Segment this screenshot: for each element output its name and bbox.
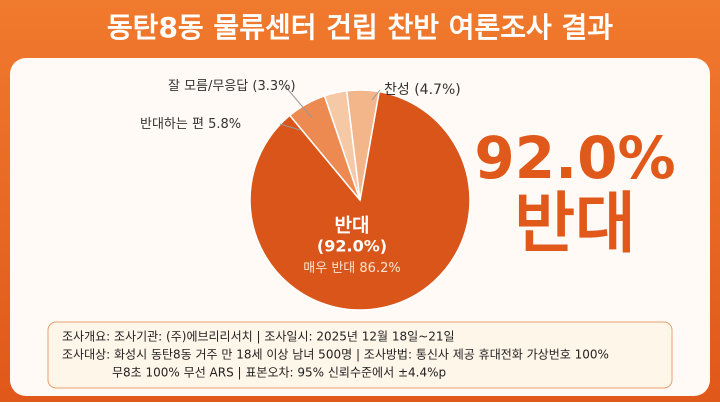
category-label: 반대하는 편 [140, 117, 204, 132]
note: 조사대상: 화성시 동탄8동 거주 만 18세 이상 남녀 500명 | 조사방… [62, 348, 609, 362]
slice-label: 매우 반대 86.2% [303, 261, 400, 276]
value-label: 5.8% [208, 117, 241, 132]
category-label: 찬성 [384, 82, 410, 98]
headline-label: 반대 [514, 185, 635, 262]
leader-line [371, 89, 381, 101]
leader-line [279, 123, 301, 131]
chart-title: 동탄8동 물류센터 건립 찬반 여론조사 결과 [107, 11, 613, 44]
note: 무8초 100% 무선 ARS | 표본오차: 95% 신뢰수준에서 ±4.4%… [112, 366, 446, 380]
pie-slice [249, 90, 471, 311]
center-value: (92.0%) [317, 237, 387, 256]
category-label: 매우 반대 [303, 261, 355, 276]
center-label: 반대 [335, 215, 370, 237]
headline-value: 92.0% [474, 124, 675, 192]
slice-label: 찬성 (4.7%) [384, 82, 461, 98]
value-label: (3.3%) [252, 79, 295, 94]
slice-label: 잘 모름/무응답 (3.3%) [168, 79, 296, 94]
note: 조사개요: 조사기관: (주)에브리리서치 | 조사일시: 2025년 12월 … [62, 330, 455, 344]
value-label: 86.2% [359, 261, 400, 276]
pie [249, 89, 471, 311]
leader-line [284, 85, 313, 119]
slice-label: 반대하는 편 5.8% [140, 117, 241, 132]
category-label: 잘 모름/무응답 [168, 79, 248, 94]
value-label: (4.7%) [414, 82, 461, 98]
notes-box [47, 321, 673, 389]
